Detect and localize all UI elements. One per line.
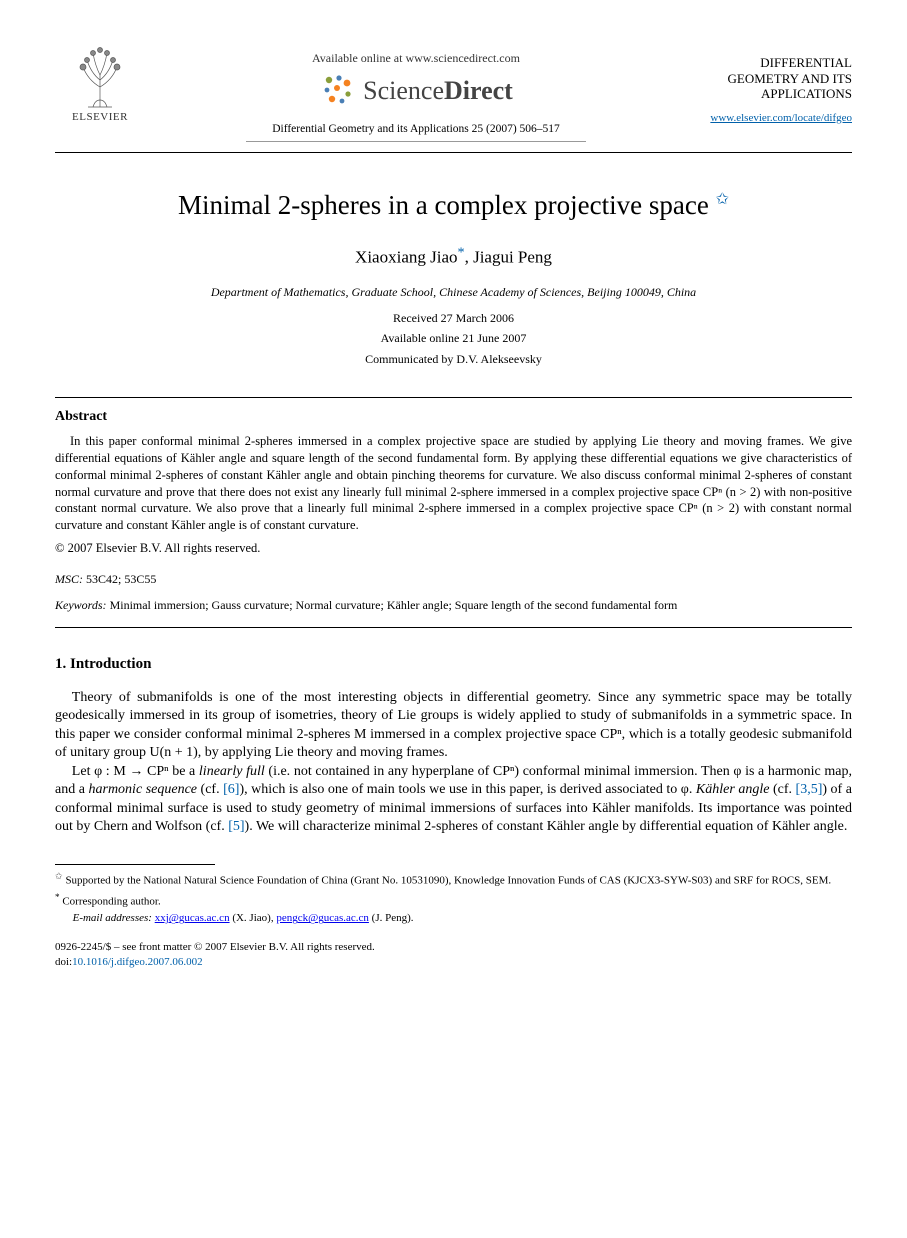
bottom-matter: 0926-2245/$ – see front matter © 2007 El… (55, 940, 852, 969)
author-1: Xiaoxiang Jiao (355, 248, 457, 267)
footnote-emails: E-mail addresses: xxj@gucas.ac.cn (X. Ji… (55, 911, 852, 926)
pre-abstract-rule (55, 397, 852, 398)
footnote-star-icon: ✩ (55, 871, 63, 881)
post-abstract-rule (55, 627, 852, 628)
sciencedirect-logo: ScienceDirect (319, 72, 513, 108)
article-dates: Received 27 March 2006 Available online … (55, 308, 852, 369)
keywords-line: Keywords: Minimal immersion; Gauss curva… (55, 597, 852, 613)
ref-link-3-5[interactable]: [3,5] (796, 782, 823, 797)
intro-p1: Theory of submanifolds is one of the mos… (55, 689, 852, 763)
msc-codes: 53C42; 53C55 (86, 572, 156, 586)
journal-url: www.elsevier.com/locate/difgeo (687, 112, 852, 125)
msc-label: MSC: (55, 572, 83, 586)
email-link-2[interactable]: pengck@gucas.ac.cn (276, 912, 369, 924)
elsevier-label: ELSEVIER (72, 110, 128, 125)
elsevier-tree-icon (73, 45, 128, 110)
article-title: Minimal 2-spheres in a complex projectiv… (55, 187, 852, 223)
journal-title-line3: APPLICATIONS (687, 86, 852, 102)
sciencedirect-dots-icon (319, 72, 355, 108)
footnote-support: ✩ Supported by the National Natural Scie… (55, 870, 852, 889)
footnotes-block: ✩ Supported by the National Natural Scie… (55, 864, 852, 926)
author-1-corr-link[interactable]: * (458, 248, 465, 267)
intro-body: Theory of submanifolds is one of the mos… (55, 689, 852, 837)
msc-line: MSC: 53C42; 53C55 (55, 571, 852, 587)
sciencedirect-wordmark: ScienceDirect (363, 73, 513, 108)
intro-heading: 1. Introduction (55, 654, 852, 674)
page-header: ELSEVIER Available online at www.science… (55, 45, 852, 144)
available-online-text: Available online at www.sciencedirect.co… (145, 50, 687, 66)
citation-rule (246, 141, 586, 142)
footnote-corresponding: * Corresponding author. (55, 891, 852, 910)
ref-link-5[interactable]: [5] (228, 819, 244, 834)
title-footnote-marker[interactable]: ✩ (716, 191, 729, 208)
abstract-copyright: © 2007 Elsevier B.V. All rights reserved… (55, 540, 852, 557)
footnote-asterisk-icon: * (55, 892, 60, 902)
ref-link-6[interactable]: [6] (223, 782, 239, 797)
intro-p2: Let φ : M → CPⁿ be a linearly full (i.e.… (55, 763, 852, 837)
online-date: Available online 21 June 2007 (55, 328, 852, 348)
doi-line: doi:10.1016/j.difgeo.2007.06.002 (55, 955, 852, 969)
footnote-rule (55, 864, 215, 865)
title-text: Minimal 2-spheres in a complex projectiv… (178, 190, 709, 220)
communicated-by: Communicated by D.V. Alekseevsky (55, 349, 852, 369)
header-rule (55, 152, 852, 153)
issn-line: 0926-2245/$ – see front matter © 2007 El… (55, 940, 852, 954)
journal-title-block: DIFFERENTIAL GEOMETRY AND ITS APPLICATIO… (687, 45, 852, 125)
journal-title-line2: GEOMETRY AND ITS (687, 71, 852, 87)
received-date: Received 27 March 2006 (55, 308, 852, 328)
authors: Xiaoxiang Jiao*, Jiagui Peng (55, 243, 852, 270)
elsevier-logo-block: ELSEVIER (55, 45, 145, 125)
doi-link[interactable]: 10.1016/j.difgeo.2007.06.002 (72, 956, 202, 968)
abstract-text: In this paper conformal minimal 2-sphere… (55, 433, 852, 534)
center-header: Available online at www.sciencedirect.co… (145, 45, 687, 144)
abstract-body: In this paper conformal minimal 2-sphere… (55, 433, 852, 534)
journal-title-line1: DIFFERENTIAL (687, 55, 852, 71)
email-link-1[interactable]: xxj@gucas.ac.cn (155, 912, 230, 924)
affiliation: Department of Mathematics, Graduate Scho… (55, 284, 852, 300)
author-2: Jiagui Peng (473, 248, 552, 267)
citation-line: Differential Geometry and its Applicatio… (145, 122, 687, 138)
journal-url-link[interactable]: www.elsevier.com/locate/difgeo (710, 112, 852, 124)
keywords-label: Keywords: (55, 598, 107, 612)
keywords-text: Minimal immersion; Gauss curvature; Norm… (110, 598, 678, 612)
abstract-heading: Abstract (55, 408, 852, 427)
